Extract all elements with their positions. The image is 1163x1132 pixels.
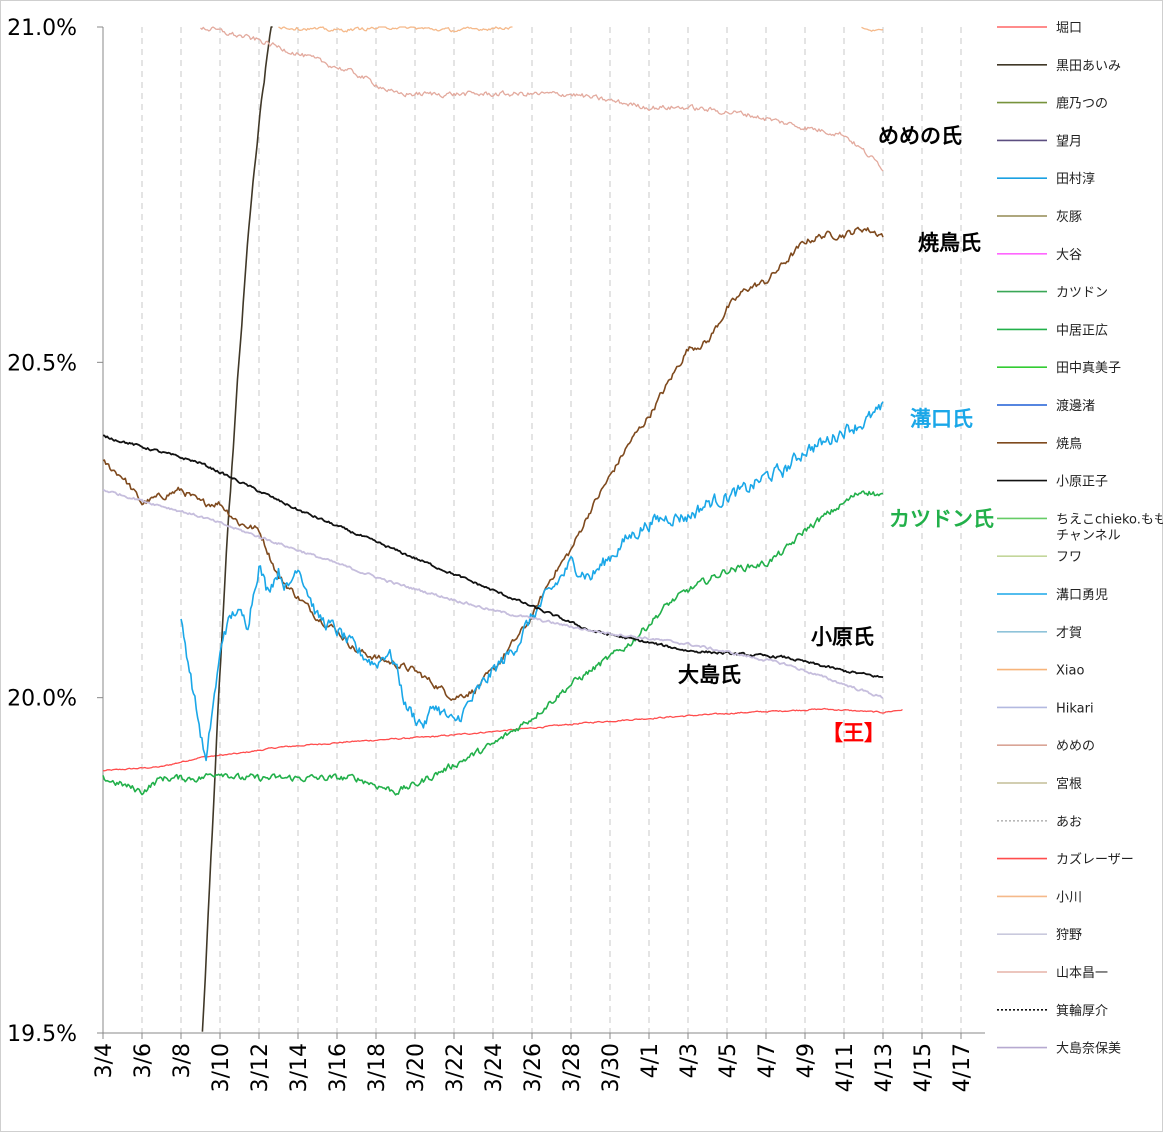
grid-lines <box>141 27 962 1033</box>
x-tick-label: 4/13 <box>872 1043 897 1092</box>
annotation-label: カツドン氏 <box>889 507 994 531</box>
x-tick-label: 4/11 <box>833 1043 858 1092</box>
series-memeno <box>200 26 884 172</box>
x-tick-label: 3/4 <box>92 1043 117 1078</box>
legend-label: 堀口 <box>1056 21 1082 36</box>
legend-label: カズレーザー <box>1056 852 1134 868</box>
x-tick-label: 3/8 <box>170 1043 195 1078</box>
legend-label: Hikari <box>1056 701 1094 716</box>
legend-label: 才賀 <box>1056 626 1082 641</box>
x-tick-label: 3/10 <box>209 1043 234 1092</box>
legend-label: あお <box>1056 815 1082 830</box>
series-yakitori <box>102 226 884 701</box>
legend-label: 大島奈保美 <box>1056 1042 1121 1057</box>
legend-label: 田中真美子 <box>1056 361 1121 376</box>
x-tick-label: 3/14 <box>287 1043 312 1092</box>
x-tick-label: 4/7 <box>755 1043 780 1078</box>
legend-label: 大谷 <box>1056 248 1082 263</box>
legend-label: 黒田あいみ <box>1056 59 1121 74</box>
annotation-label: 小原氏 <box>811 625 874 649</box>
x-tick-label: 3/20 <box>404 1043 429 1092</box>
legend-label: 灰豚 <box>1056 210 1082 225</box>
annotation-label: 焼鳥氏 <box>918 231 981 255</box>
legend-label: 田村淳 <box>1056 171 1095 187</box>
annotation-label: 大島氏 <box>678 663 741 687</box>
y-tick-label: 20.5% <box>7 351 77 376</box>
series-kuroda <box>201 26 273 1032</box>
x-tick-label: 3/18 <box>365 1043 390 1092</box>
legend-label: 山本昌一 <box>1056 966 1108 981</box>
legend-label: 鹿乃つの <box>1056 96 1108 112</box>
annotation-label: めめの氏 <box>878 124 962 148</box>
x-tick-label: 3/22 <box>443 1043 468 1092</box>
series-ohara <box>103 434 884 678</box>
x-tick-label: 3/28 <box>560 1043 585 1092</box>
x-tick-label: 4/17 <box>950 1043 975 1092</box>
legend-label: ちえこchieko.ももチャンネル <box>1056 512 1163 543</box>
legend-label: 小川 <box>1056 890 1082 905</box>
legend-label: 焼鳥 <box>1056 437 1082 452</box>
annotation-label: 溝口氏 <box>910 407 973 431</box>
x-tick-label: 3/24 <box>482 1043 507 1092</box>
series-lines <box>102 26 903 1032</box>
legend: 堀口黒田あいみ鹿乃つの望月田村淳灰豚大谷カツドン中居正広田中真美子渡邊渚焼鳥小原… <box>997 21 1163 1057</box>
annotation-label: 【王】 <box>822 721 885 745</box>
x-tick-label: 3/6 <box>131 1043 156 1078</box>
x-tick-label: 4/15 <box>911 1043 936 1092</box>
legend-label: めめの <box>1056 739 1095 754</box>
legend-label: カツドン <box>1056 286 1108 301</box>
x-tick-label: 3/12 <box>248 1043 273 1092</box>
legend-label: 宮根 <box>1056 776 1082 792</box>
legend-label: 小原正子 <box>1056 475 1108 490</box>
x-tick-label: 3/16 <box>326 1043 351 1092</box>
y-tick-label: 20.0% <box>7 687 77 712</box>
legend-label: 溝口勇児 <box>1056 588 1108 603</box>
legend-label: 箕輪厚介 <box>1056 1003 1108 1019</box>
series-ogawa2 <box>861 26 884 32</box>
legend-label: 渡邊渚 <box>1056 398 1095 414</box>
series-oshima <box>102 489 884 699</box>
series-ogawa <box>278 26 513 33</box>
y-tick-label: 19.5% <box>7 1022 77 1047</box>
x-tick-label: 3/26 <box>521 1043 546 1092</box>
x-tick-label: 4/3 <box>677 1043 702 1078</box>
legend-label: フワ <box>1056 550 1082 565</box>
legend-label: 中居正広 <box>1056 323 1108 338</box>
x-tick-label: 3/30 <box>599 1043 624 1092</box>
y-tick-label: 21.0% <box>7 16 77 41</box>
legend-label: Xiao <box>1056 664 1084 679</box>
series-katsudon <box>102 490 884 796</box>
legend-label: 望月 <box>1056 133 1082 149</box>
series-mizoguchi <box>180 401 884 762</box>
x-tick-label: 4/9 <box>794 1043 819 1078</box>
legend-label: 狩野 <box>1056 928 1082 943</box>
axes: 3/4 3/6 3/8 3/10 3/12 3/14 3/16 3/18 3/20 3/22 3/2… <box>7 16 985 1092</box>
x-tick-label: 4/1 <box>638 1043 663 1078</box>
x-tick-label: 4/5 <box>716 1043 741 1078</box>
series-kazuraser <box>102 707 903 772</box>
